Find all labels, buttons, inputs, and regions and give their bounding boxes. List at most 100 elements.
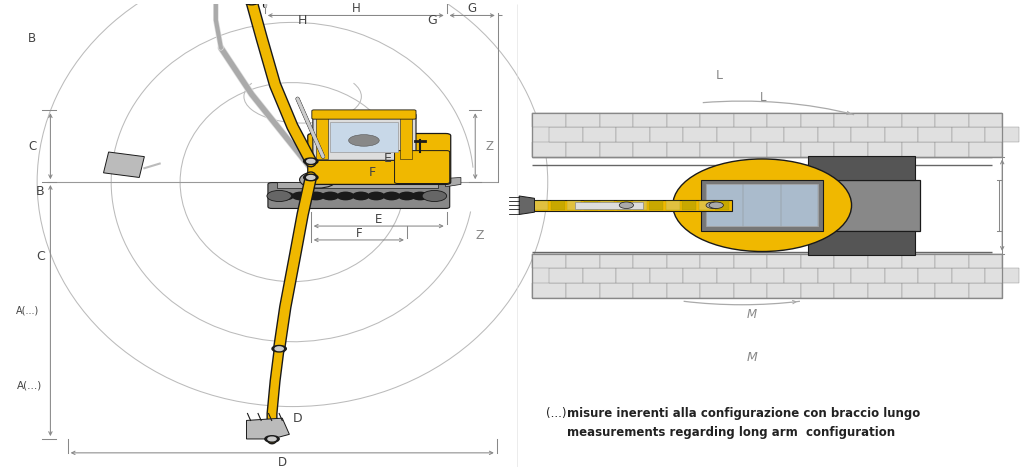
Text: C: C xyxy=(28,140,36,153)
Circle shape xyxy=(304,174,318,181)
Text: A(...): A(...) xyxy=(17,381,43,391)
Text: F: F xyxy=(355,227,362,240)
Bar xyxy=(935,283,969,298)
Bar xyxy=(532,113,1002,157)
Bar xyxy=(649,201,664,210)
Bar xyxy=(633,201,647,210)
Bar xyxy=(734,142,767,157)
Circle shape xyxy=(268,437,276,441)
Bar xyxy=(633,283,667,298)
Bar xyxy=(599,254,633,268)
Circle shape xyxy=(307,176,315,179)
Bar xyxy=(650,268,683,283)
Bar xyxy=(532,254,566,268)
Circle shape xyxy=(352,192,369,200)
Circle shape xyxy=(293,192,309,200)
Text: E: E xyxy=(375,212,382,226)
Bar xyxy=(985,268,1019,283)
Bar xyxy=(599,283,633,298)
Bar xyxy=(734,113,767,127)
Text: B: B xyxy=(28,32,36,45)
Bar xyxy=(969,113,1002,127)
Bar xyxy=(935,142,969,157)
Polygon shape xyxy=(103,152,144,178)
Text: (...): (...) xyxy=(546,407,566,420)
Bar xyxy=(751,268,784,283)
Bar xyxy=(706,185,818,226)
Bar xyxy=(868,283,901,298)
Circle shape xyxy=(620,202,634,209)
Bar xyxy=(633,113,667,127)
FancyBboxPatch shape xyxy=(313,114,416,160)
Text: Z: Z xyxy=(485,140,494,153)
Bar xyxy=(683,268,717,283)
Text: E: E xyxy=(383,153,391,165)
Circle shape xyxy=(422,190,446,202)
Bar xyxy=(969,142,1002,157)
Bar xyxy=(808,231,915,255)
Circle shape xyxy=(272,345,287,352)
Bar xyxy=(801,254,835,268)
Bar xyxy=(399,117,412,159)
Bar xyxy=(700,113,734,127)
Circle shape xyxy=(425,192,441,200)
Bar xyxy=(784,127,817,142)
Bar xyxy=(851,127,885,142)
Bar xyxy=(566,113,599,127)
Circle shape xyxy=(267,190,292,202)
Bar xyxy=(868,113,901,127)
Bar xyxy=(969,283,1002,298)
Bar xyxy=(583,127,616,142)
Circle shape xyxy=(383,192,399,200)
Bar xyxy=(666,201,680,210)
Text: A(...): A(...) xyxy=(16,306,40,316)
Text: H: H xyxy=(298,14,307,26)
Bar xyxy=(551,201,565,210)
Bar xyxy=(667,113,700,127)
Bar xyxy=(278,182,438,188)
Bar xyxy=(532,142,566,157)
Bar xyxy=(717,268,751,283)
Bar xyxy=(801,113,835,127)
Bar xyxy=(532,113,1002,157)
Circle shape xyxy=(706,202,720,209)
Bar xyxy=(835,142,868,157)
Circle shape xyxy=(337,192,353,200)
Bar xyxy=(868,254,901,268)
Text: D: D xyxy=(293,412,302,425)
Bar xyxy=(985,127,1019,142)
Bar xyxy=(566,283,599,298)
Circle shape xyxy=(278,192,294,200)
Bar xyxy=(784,268,817,283)
Bar xyxy=(532,254,1002,298)
Text: B: B xyxy=(36,185,44,198)
Bar xyxy=(835,254,868,268)
FancyBboxPatch shape xyxy=(268,183,450,209)
FancyBboxPatch shape xyxy=(312,110,416,119)
Bar xyxy=(575,202,643,209)
Bar xyxy=(935,254,969,268)
Bar xyxy=(767,113,801,127)
Bar xyxy=(316,117,328,159)
Bar xyxy=(919,268,952,283)
Bar xyxy=(817,127,851,142)
Bar xyxy=(851,268,885,283)
Circle shape xyxy=(308,192,324,200)
Text: M: M xyxy=(746,351,758,365)
Bar xyxy=(935,113,969,127)
Bar xyxy=(803,180,921,231)
Text: Z: Z xyxy=(475,229,483,242)
Bar xyxy=(919,127,952,142)
Ellipse shape xyxy=(348,135,379,146)
Circle shape xyxy=(275,347,284,350)
Text: G: G xyxy=(468,2,477,16)
Text: F: F xyxy=(369,166,376,179)
Circle shape xyxy=(323,192,338,200)
Text: G: G xyxy=(427,14,437,26)
Bar xyxy=(600,201,614,210)
Bar xyxy=(532,113,566,127)
Ellipse shape xyxy=(673,159,852,252)
Bar xyxy=(817,268,851,283)
Bar xyxy=(801,283,835,298)
Bar xyxy=(700,254,734,268)
